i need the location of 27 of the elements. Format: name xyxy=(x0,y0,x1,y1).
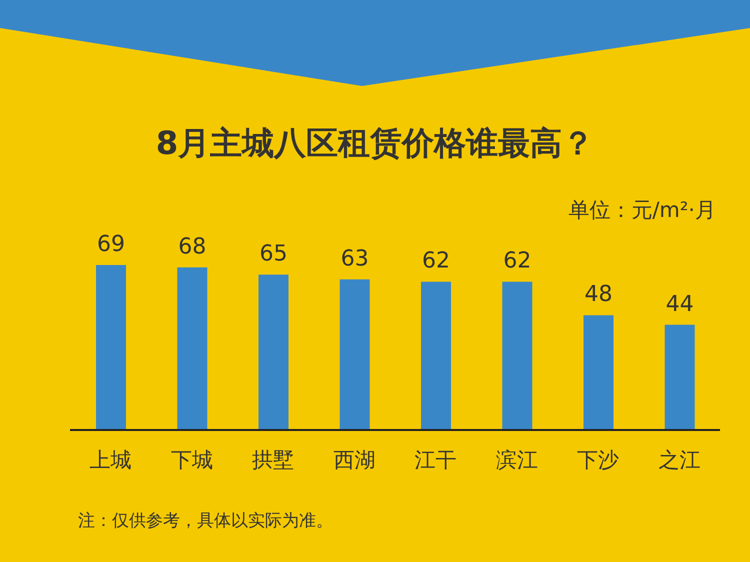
data-label: 62 xyxy=(503,248,532,274)
x-tick-label: 下城 xyxy=(170,448,213,472)
bar xyxy=(664,324,695,430)
data-label: 44 xyxy=(666,292,694,317)
x-tick-label: 江干 xyxy=(414,448,457,472)
x-tick-label: 拱墅 xyxy=(252,448,294,472)
bar xyxy=(502,282,532,430)
x-tick-label: 下沙 xyxy=(577,448,620,472)
x-tick-label: 之江 xyxy=(658,448,700,472)
bar xyxy=(584,315,614,430)
data-label: 65 xyxy=(260,242,288,267)
y-axis-title: 单位：元/m²·月 xyxy=(568,197,716,224)
data-label: 63 xyxy=(340,246,369,272)
data-label: 68 xyxy=(178,234,206,260)
bar xyxy=(258,274,288,430)
data-label: 69 xyxy=(97,232,125,257)
x-tick-label: 上城 xyxy=(90,448,132,472)
data-label: 48 xyxy=(584,282,612,308)
bar xyxy=(421,282,451,430)
x-tick-label: 滨江 xyxy=(496,448,538,472)
bar xyxy=(96,265,126,430)
bar xyxy=(177,267,208,430)
chart-title: 8月主城八区租赁价格谁最高？ xyxy=(154,123,596,164)
bar xyxy=(340,279,370,430)
text: 注：仅供参考，具体以实际为准。 xyxy=(78,510,333,532)
x-tick-label: 西湖 xyxy=(333,448,376,472)
data-label: 62 xyxy=(422,248,450,274)
